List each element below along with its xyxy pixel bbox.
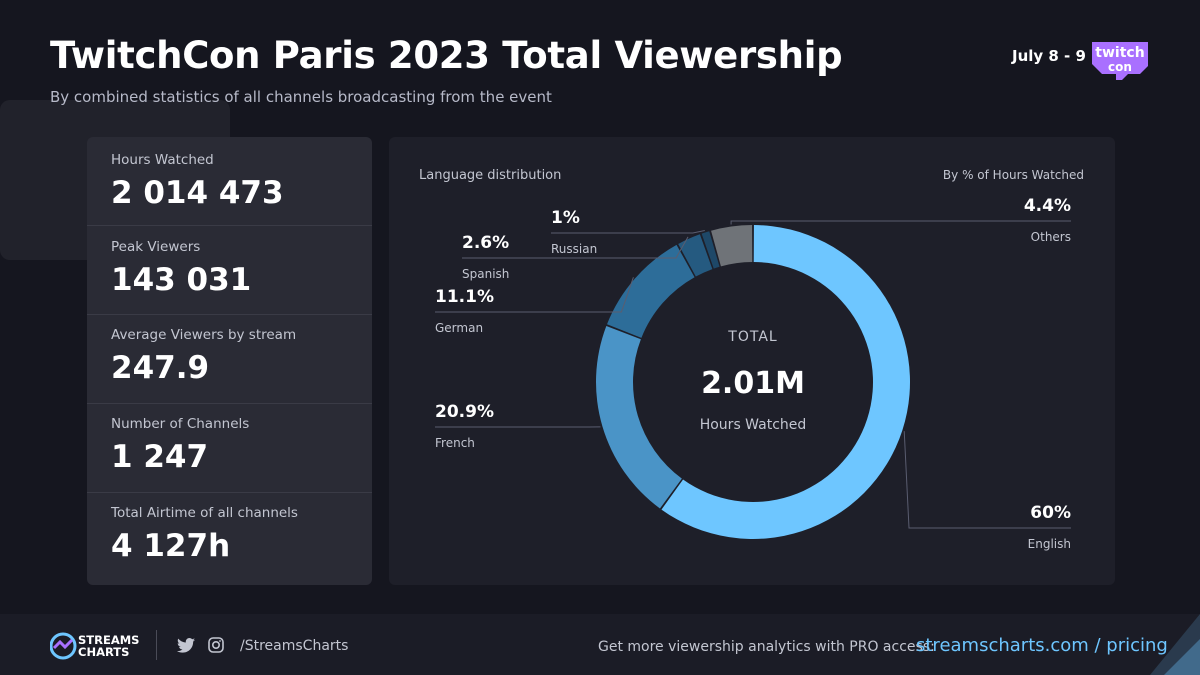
leader-line-english: [903, 431, 1071, 529]
donut-slice-russian: [701, 231, 720, 269]
brand-word-1: STREAMS: [78, 633, 140, 647]
stat-value: 4 127h: [111, 528, 231, 564]
stat-label: Total Airtime of all channels: [111, 505, 298, 521]
slice-name-label-english: English: [1028, 537, 1071, 551]
donut-slice-spanish: [678, 234, 713, 277]
chart-panel: Language distribution By % of Hours Watc…: [389, 137, 1115, 585]
stat-label: Peak Viewers: [111, 239, 201, 255]
event-dates: July 8 - 9: [1012, 47, 1086, 65]
page-title: TwitchCon Paris 2023 Total Viewership: [50, 34, 843, 77]
chart-title: Language distribution: [419, 168, 561, 183]
pricing-link[interactable]: streamscharts.com / pricing: [916, 635, 1168, 656]
twitchcon-logo: twitch con: [1092, 42, 1148, 80]
slice-name-label-french: French: [435, 436, 475, 450]
slice-value-label-german: 11.1%: [435, 287, 494, 307]
stat-label: Hours Watched: [111, 152, 214, 168]
leader-line-russian: [551, 229, 705, 234]
stat-value: 1 247: [111, 439, 209, 475]
brand-name: STREAMS CHARTS: [78, 634, 139, 658]
brand-word-2: CHARTS: [78, 645, 130, 659]
donut-center-label: TOTAL: [727, 329, 777, 345]
stat-divider: [87, 314, 372, 315]
slice-value-label-french: 20.9%: [435, 402, 494, 422]
language-donut-chart: Language distribution By % of Hours Watc…: [419, 168, 1084, 551]
instagram-icon[interactable]: [208, 637, 224, 653]
stat-value: 2 014 473: [111, 175, 284, 211]
donut-slice-french: [596, 326, 682, 509]
stat-divider: [87, 225, 372, 226]
slice-name-label-others: Others: [1031, 230, 1071, 244]
stat-value: 247.9: [111, 350, 210, 386]
footer-divider: [156, 630, 157, 660]
chart-subtitle: By % of Hours Watched: [943, 168, 1084, 182]
leader-line-others: [730, 220, 1071, 225]
slice-value-label-spanish: 2.6%: [462, 233, 509, 253]
stat-label: Number of Channels: [111, 416, 250, 432]
stats-panel: Hours Watched 2 014 473 Peak Viewers 143…: [87, 137, 372, 585]
footer: STREAMS CHARTS /StreamsCharts Get more v…: [0, 614, 1200, 675]
stat-divider: [87, 492, 372, 493]
stat-value: 143 031: [111, 262, 252, 298]
corner-decoration: [1150, 614, 1200, 675]
pro-cta-text: Get more viewership analytics with PRO a…: [598, 639, 935, 655]
slice-value-label-others: 4.4%: [1024, 196, 1071, 216]
slice-name-label-russian: Russian: [551, 242, 597, 256]
leader-line-german: [435, 277, 634, 313]
slice-name-label-german: German: [435, 321, 483, 335]
donut-slice-german: [607, 244, 695, 338]
leader-line-spanish: [462, 236, 689, 259]
logo-word-2: con: [1108, 60, 1132, 74]
donut-slice-english: [661, 225, 910, 540]
stat-label: Average Viewers by stream: [111, 327, 297, 343]
donut-slice-others: [711, 225, 753, 267]
social-handle[interactable]: /StreamsCharts: [240, 638, 349, 654]
twitter-icon[interactable]: [177, 638, 195, 653]
slice-value-label-english: 60%: [1030, 503, 1071, 523]
donut-center-value: 2.01M: [701, 366, 805, 401]
donut-center-unit: Hours Watched: [700, 417, 807, 433]
logo-word-1: twitch: [1095, 45, 1144, 61]
page-subtitle: By combined statistics of all channels b…: [50, 88, 552, 106]
streamscharts-logo[interactable]: [50, 631, 140, 661]
slice-value-label-russian: 1%: [551, 208, 580, 228]
stat-divider: [87, 403, 372, 404]
slice-name-label-spanish: Spanish: [462, 267, 509, 281]
